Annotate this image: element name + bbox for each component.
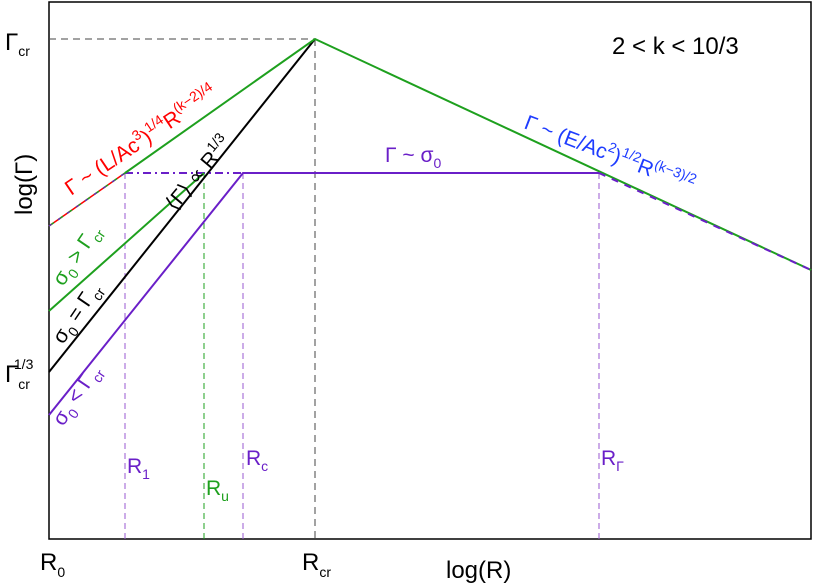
- sigma-gt-accel-line: [48, 172, 205, 312]
- x-tick-r0: R0: [40, 549, 65, 580]
- r1-label: R1: [127, 455, 150, 482]
- y-tick-gcr: Γcr: [5, 29, 30, 59]
- sigma-lt-line: [48, 172, 599, 416]
- luminosity-line-purple: [48, 172, 126, 227]
- sigma-gt-label: σ0 > Γcr: [48, 220, 109, 292]
- rc-label: Rc: [246, 447, 268, 474]
- sigma-lt-label: σ0 < Γcr: [48, 360, 109, 432]
- sigma-eq-label: σ0 = Γcr: [48, 278, 109, 350]
- x-tick-rcr: Rcr: [302, 549, 331, 580]
- sigma-eq-line: [48, 38, 316, 373]
- energy-label: Γ ~ (E/Ac2)1/2R(k−3)/2: [521, 107, 699, 197]
- plot-frame: [48, 1, 812, 540]
- y-axis-label: log(Γ): [11, 154, 38, 215]
- x-axis-label: log(R): [446, 557, 511, 584]
- y-tick-gcr13: Γcr1/3: [5, 356, 34, 392]
- energy-decay-purple: [598, 172, 812, 271]
- rgamma-label: RΓ: [601, 447, 624, 474]
- regime-label: 2 < k < 10/3: [612, 33, 739, 60]
- sigma-gt-main-line: [124, 37, 812, 271]
- ru-label: Ru: [206, 477, 229, 504]
- sigma-plateau-label: Γ ~ σ0: [385, 144, 441, 171]
